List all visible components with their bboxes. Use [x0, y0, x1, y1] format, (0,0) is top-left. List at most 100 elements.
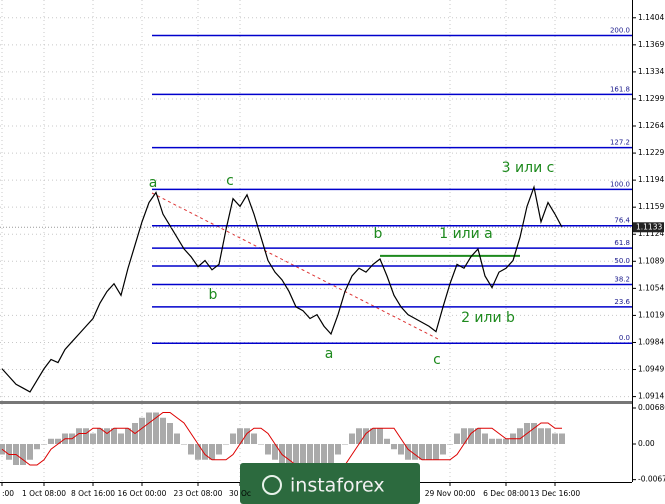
wave-label: c	[433, 352, 441, 368]
macd-bar	[223, 443, 229, 445]
macd-bar	[475, 428, 481, 444]
wave-label: 3 или c	[502, 160, 555, 176]
macd-bar	[328, 443, 334, 465]
fib-label: 23.6	[614, 298, 630, 306]
macd-bar	[188, 443, 194, 455]
last-price-box	[633, 222, 664, 233]
x-tick-label: 6 Dec 08:00	[483, 489, 529, 498]
wave-label: 2 или b	[461, 310, 515, 326]
macd-bar	[377, 428, 383, 444]
y-tick-label: 1.1089	[638, 256, 664, 265]
fib-label: 200.0	[610, 27, 630, 35]
macd-bar	[391, 443, 397, 450]
wave-label: a	[149, 175, 158, 191]
macd-bar	[559, 433, 565, 444]
macd-bar	[230, 433, 236, 444]
macd-bar	[90, 433, 96, 444]
y-tick-label: 0.00686	[638, 403, 665, 412]
y-tick-label: 1.1334	[638, 67, 664, 76]
wave-label: c	[226, 173, 234, 189]
fib-label: 61.8	[614, 239, 630, 247]
y-tick-label: 1.1369	[638, 40, 664, 49]
macd-bar	[370, 428, 376, 444]
x-tick-label: 8 Oct 16:00	[71, 489, 115, 498]
macd-bar	[272, 443, 278, 460]
y-tick-label: 0.00	[638, 439, 655, 448]
y-tick-label: -0.00679	[638, 475, 665, 484]
x-tick-label: 30 Oc	[229, 489, 251, 498]
macd-bar	[440, 443, 446, 455]
x-tick-label: 16 Oct 00:00	[118, 489, 167, 498]
y-tick-label: 1.1054	[638, 283, 664, 292]
macd-bar	[181, 443, 187, 445]
macd-bar	[34, 443, 40, 450]
macd-bar	[363, 428, 369, 444]
x-tick-label: 13 Dec 16:00	[530, 489, 581, 498]
macd-bar	[307, 443, 313, 471]
y-tick-label: 1.1019	[638, 310, 664, 319]
macd-bar	[426, 443, 432, 460]
macd-bar	[202, 443, 208, 460]
y-tick-label: 1.1194	[638, 175, 664, 184]
macd-bar	[97, 428, 103, 444]
price-line	[1, 184, 563, 393]
macd-bar	[20, 443, 26, 465]
macd-bar	[146, 412, 152, 444]
macd-bar	[118, 433, 124, 444]
fib-label: 0.0	[619, 334, 630, 342]
fib-label: 127.2	[610, 139, 630, 147]
macd-bar	[286, 443, 292, 465]
macd-bar	[265, 443, 271, 455]
macd-bar	[545, 428, 551, 444]
macd-bar	[468, 428, 474, 444]
macd-bar	[293, 443, 299, 471]
macd-bar	[517, 428, 523, 444]
macd-bar	[125, 428, 131, 444]
signal-line	[1, 412, 562, 471]
macd-bar	[153, 412, 159, 444]
macd-bar	[139, 417, 145, 444]
macd-bar	[244, 428, 250, 444]
y-tick-label: 1.0914	[638, 392, 664, 401]
macd-bar	[6, 443, 12, 460]
macd-bar	[83, 428, 89, 444]
macd-bar	[405, 443, 411, 460]
macd-bar	[447, 443, 453, 445]
plot-layer: 1.1404 1.1369 1.1334 1.1299 1.1264 1.1229 1.11…	[0, 0, 665, 486]
watermark-box	[240, 463, 420, 504]
macd-bar	[237, 428, 243, 444]
macd-bar	[111, 428, 117, 444]
macd-bar	[300, 443, 306, 471]
y-tick-label: 1.0949	[638, 365, 664, 374]
fib-label: 161.8	[610, 85, 630, 93]
x-tick-label: 1 Oct 08:00	[22, 489, 66, 498]
x-tick-label: 23 Oct 08:00	[174, 489, 223, 498]
macd-bar	[349, 433, 355, 444]
macd-bar	[419, 443, 425, 460]
macd-bar	[384, 438, 390, 444]
macd-bar	[454, 433, 460, 444]
macd-bar	[552, 433, 558, 444]
macd-bar	[433, 443, 439, 460]
macd-bar	[209, 443, 215, 460]
macd-bar	[104, 428, 110, 444]
fib-label: 50.0	[614, 257, 630, 265]
macd-bar	[461, 428, 467, 444]
macd-bar	[48, 438, 54, 444]
macd-bar	[538, 428, 544, 444]
macd-bar	[251, 433, 257, 444]
macd-bar	[258, 443, 264, 445]
macd-bar	[314, 443, 320, 465]
macd-bar	[160, 417, 166, 444]
macd-bar	[76, 428, 82, 444]
watermark-icon	[262, 475, 282, 495]
macd-bar	[356, 428, 362, 444]
macd-bar	[398, 443, 404, 455]
macd-bar	[342, 443, 348, 445]
fib-label: 76.4	[614, 217, 630, 225]
macd-bar	[174, 433, 180, 444]
y-tick-label: 1.1299	[638, 94, 664, 103]
y-tick-label: 1.1229	[638, 148, 664, 157]
y-tick-label: 1.1404	[638, 13, 664, 22]
